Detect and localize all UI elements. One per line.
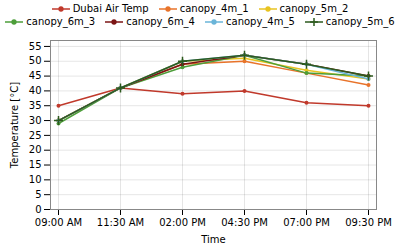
svg-text:55: 55: [29, 41, 42, 52]
svg-text:5: 5: [35, 189, 41, 200]
svg-text:09:30 PM: 09:30 PM: [345, 217, 392, 228]
svg-text:11:30 AM: 11:30 AM: [97, 217, 144, 228]
svg-text:15: 15: [29, 159, 42, 170]
html-text:canopy_4m_5: canopy_4m_5: [226, 16, 295, 27]
svg-text:09:00 AM: 09:00 AM: [35, 217, 82, 228]
svg-text:Temperature [°C]: Temperature [°C]: [9, 82, 20, 169]
svg-text:07:00 PM: 07:00 PM: [283, 217, 330, 228]
html-text:canopy_4m_1: canopy_4m_1: [179, 3, 249, 14]
svg-text:25: 25: [29, 130, 42, 141]
svg-text:Time: Time: [200, 234, 225, 245]
html-text:canopy_6m_4: canopy_6m_4: [126, 16, 195, 27]
svg-text:35: 35: [29, 100, 42, 111]
svg-text:0: 0: [35, 204, 41, 215]
html-text:canopy_6m_3: canopy_6m_3: [26, 16, 96, 27]
html-text:canopy_5m_2: canopy_5m_2: [279, 3, 349, 14]
svg-text:30: 30: [29, 115, 42, 126]
svg-text:10: 10: [29, 174, 42, 185]
html-text:Dubai Air Temp: Dubai Air Temp: [72, 3, 149, 14]
svg-text:40: 40: [29, 85, 42, 96]
html-text:canopy_5m_6: canopy_5m_6: [325, 16, 395, 27]
svg-text:04:30 PM: 04:30 PM: [221, 217, 268, 228]
svg-text:45: 45: [29, 70, 42, 81]
svg-text:02:00 PM: 02:00 PM: [159, 217, 206, 228]
svg-text:50: 50: [29, 55, 42, 66]
svg-text:20: 20: [29, 144, 42, 155]
